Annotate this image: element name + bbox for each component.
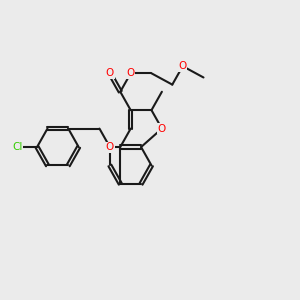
Text: Cl: Cl xyxy=(13,142,23,152)
Text: O: O xyxy=(178,61,187,71)
Text: O: O xyxy=(106,68,114,78)
Text: O: O xyxy=(158,124,166,134)
Text: O: O xyxy=(106,142,114,152)
Text: O: O xyxy=(127,68,135,78)
